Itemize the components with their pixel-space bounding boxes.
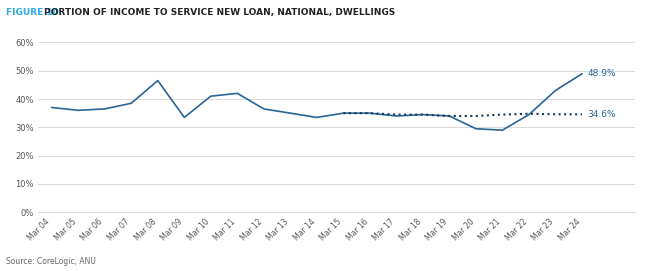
Text: PORTION OF INCOME TO SERVICE NEW LOAN, NATIONAL, DWELLINGS: PORTION OF INCOME TO SERVICE NEW LOAN, N… bbox=[44, 8, 395, 17]
Text: 48.9%: 48.9% bbox=[588, 69, 616, 78]
Text: Source: CoreLogic, ANU: Source: CoreLogic, ANU bbox=[6, 257, 96, 266]
Text: 34.6%: 34.6% bbox=[588, 110, 616, 119]
Text: FIGURE 10:: FIGURE 10: bbox=[6, 8, 66, 17]
